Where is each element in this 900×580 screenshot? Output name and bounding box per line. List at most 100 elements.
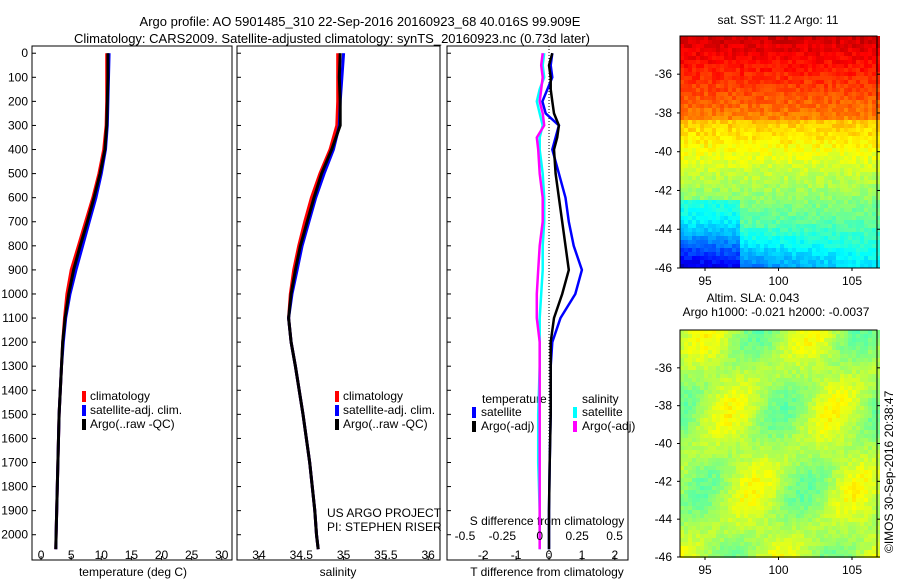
map-cell [716,60,720,64]
map-cell [828,406,832,410]
map-cell [756,220,760,224]
map-cell [736,458,740,462]
map-cell [876,180,880,184]
temperature-xlabel: temperature (deg C) [79,565,187,579]
map-cell [680,156,684,160]
map-cell [780,362,784,366]
map-cell [684,228,688,232]
map-cell [812,478,816,482]
map-cell [736,120,740,124]
map-cell [796,446,800,450]
map-cell [684,470,688,474]
map-cell [784,60,788,64]
map-cell [824,430,828,434]
depth-tick-label: 600 [8,191,28,205]
map-cell [752,224,756,228]
map-cell [824,188,828,192]
map-cell [732,358,736,362]
map-cell [712,84,716,88]
map-cell [748,212,752,216]
map-cell [768,52,772,56]
map-cell [800,192,804,196]
map-cell [876,60,880,64]
map-cell [804,454,808,458]
map-cell [752,386,756,390]
map-cell [836,334,840,338]
map-cell [860,228,864,232]
map-cell [720,48,724,52]
map-cell [784,204,788,208]
map-cell [872,232,876,236]
map-cell [860,140,864,144]
map-cell [708,160,712,164]
map-cell [812,52,816,56]
map-cell [848,72,852,76]
map-cell [708,342,712,346]
map-cell [756,180,760,184]
map-cell [856,208,860,212]
map-cell [736,426,740,430]
map-cell [756,64,760,68]
map-cell [720,220,724,224]
map-cell [876,446,880,450]
map-cell [860,224,864,228]
map-cell [788,366,792,370]
map-cell [828,232,832,236]
map-cell [844,378,848,382]
map-cell [812,200,816,204]
map-cell [704,100,708,104]
map-cell [832,200,836,204]
map-cell [804,172,808,176]
map-cell [680,152,684,156]
map-cell [752,88,756,92]
map-cell [860,128,864,132]
map-cell [776,382,780,386]
map-cell [700,104,704,108]
map-cell [768,478,772,482]
map-cell [824,260,828,264]
map-cell [868,382,872,386]
map-cell [772,152,776,156]
map-cell [836,84,840,88]
map-cell [800,446,804,450]
map-cell [824,180,828,184]
map-cell [808,260,812,264]
map-cell [792,172,796,176]
map-cell [788,406,792,410]
map-cell [756,374,760,378]
map-cell [820,188,824,192]
map-cell [876,64,880,68]
map-cell [840,80,844,84]
map-cell [804,232,808,236]
map-cell [856,390,860,394]
map-cell [700,188,704,192]
map-cell [684,92,688,96]
map-cell [772,160,776,164]
map-cell [684,160,688,164]
map-cell [840,232,844,236]
map-cell [852,164,856,168]
map-cell [688,196,692,200]
map-cell [724,350,728,354]
map-cell [808,256,812,260]
map-cell [848,104,852,108]
map-cell [804,354,808,358]
map-cell [768,362,772,366]
map-cell [752,84,756,88]
map-cell [772,76,776,80]
map-cell [752,92,756,96]
map-cell [736,338,740,342]
map-cell [712,334,716,338]
map-cell [784,346,788,350]
map-cell [820,68,824,72]
map-cell [844,168,848,172]
map-cell [836,438,840,442]
map-cell [716,156,720,160]
map-cell [804,346,808,350]
map-cell [756,382,760,386]
map-cell [736,156,740,160]
map-cell [868,374,872,378]
map-cell [692,132,696,136]
map-cell [816,264,820,268]
map-cell [756,406,760,410]
